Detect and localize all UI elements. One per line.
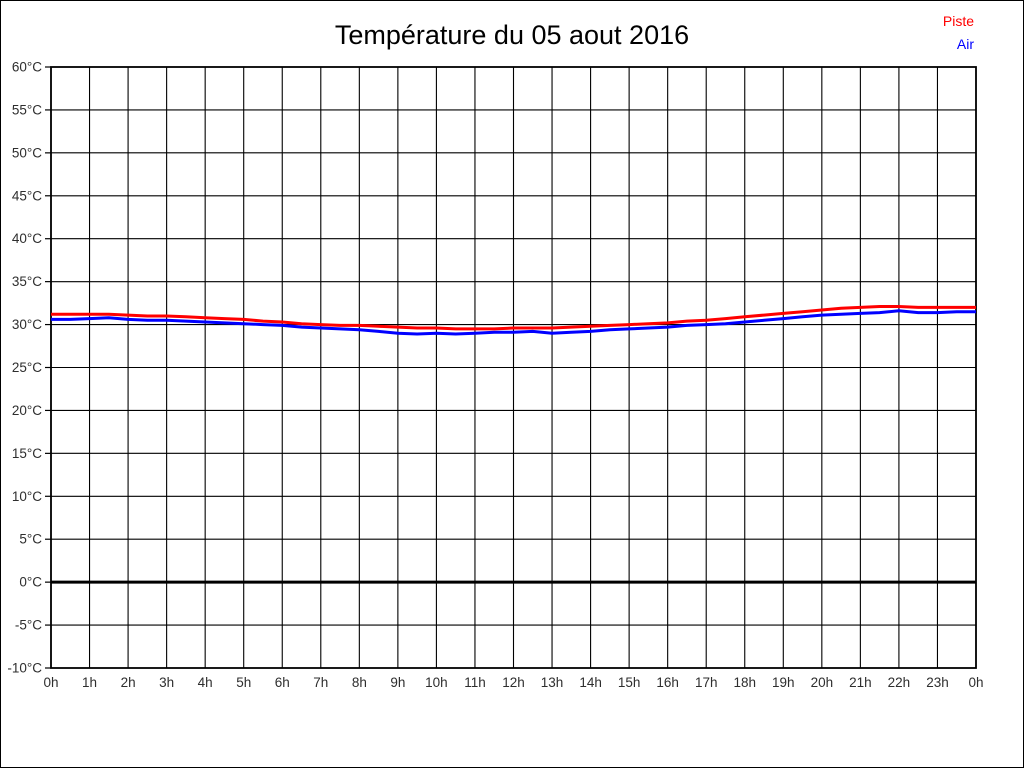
svg-text:8h: 8h — [352, 675, 367, 690]
svg-text:6h: 6h — [275, 675, 290, 690]
svg-text:21h: 21h — [849, 675, 872, 690]
svg-text:13h: 13h — [541, 675, 564, 690]
svg-text:15h: 15h — [618, 675, 641, 690]
svg-text:9h: 9h — [390, 675, 405, 690]
svg-text:12h: 12h — [502, 675, 525, 690]
svg-text:7h: 7h — [313, 675, 328, 690]
svg-text:20h: 20h — [811, 675, 834, 690]
svg-text:60°C: 60°C — [12, 60, 42, 75]
svg-text:0°C: 0°C — [19, 575, 42, 590]
svg-text:40°C: 40°C — [12, 231, 42, 246]
svg-text:55°C: 55°C — [12, 102, 42, 117]
svg-text:11h: 11h — [464, 675, 486, 690]
svg-text:10°C: 10°C — [12, 489, 42, 504]
svg-text:-5°C: -5°C — [15, 618, 42, 633]
svg-text:2h: 2h — [121, 675, 136, 690]
svg-text:5°C: 5°C — [19, 532, 42, 547]
svg-text:4h: 4h — [198, 675, 213, 690]
legend-label-air: Air — [956, 36, 974, 52]
svg-text:16h: 16h — [656, 675, 679, 690]
svg-text:-10°C: -10°C — [7, 661, 42, 676]
svg-text:18h: 18h — [733, 675, 756, 690]
svg-text:15°C: 15°C — [12, 446, 42, 461]
legend-item-piste: Piste — [943, 10, 974, 33]
svg-text:5h: 5h — [236, 675, 251, 690]
svg-text:50°C: 50°C — [12, 145, 42, 160]
svg-text:30°C: 30°C — [12, 317, 42, 332]
chart-legend: Piste Air — [943, 10, 974, 56]
svg-text:25°C: 25°C — [12, 360, 42, 375]
svg-text:0h: 0h — [43, 675, 58, 690]
svg-text:19h: 19h — [772, 675, 795, 690]
svg-text:14h: 14h — [579, 675, 602, 690]
svg-text:1h: 1h — [82, 675, 97, 690]
svg-text:22h: 22h — [888, 675, 911, 690]
legend-item-air: Air — [943, 33, 974, 56]
svg-text:23h: 23h — [926, 675, 949, 690]
svg-text:45°C: 45°C — [12, 188, 42, 203]
svg-text:3h: 3h — [159, 675, 174, 690]
svg-text:0h: 0h — [968, 675, 983, 690]
svg-text:17h: 17h — [695, 675, 718, 690]
svg-text:10h: 10h — [425, 675, 448, 690]
legend-label-piste: Piste — [942, 13, 974, 29]
svg-text:20°C: 20°C — [12, 403, 42, 418]
chart-title: Température du 05 aout 2016 — [334, 20, 690, 50]
svg-text:35°C: 35°C — [12, 274, 42, 289]
